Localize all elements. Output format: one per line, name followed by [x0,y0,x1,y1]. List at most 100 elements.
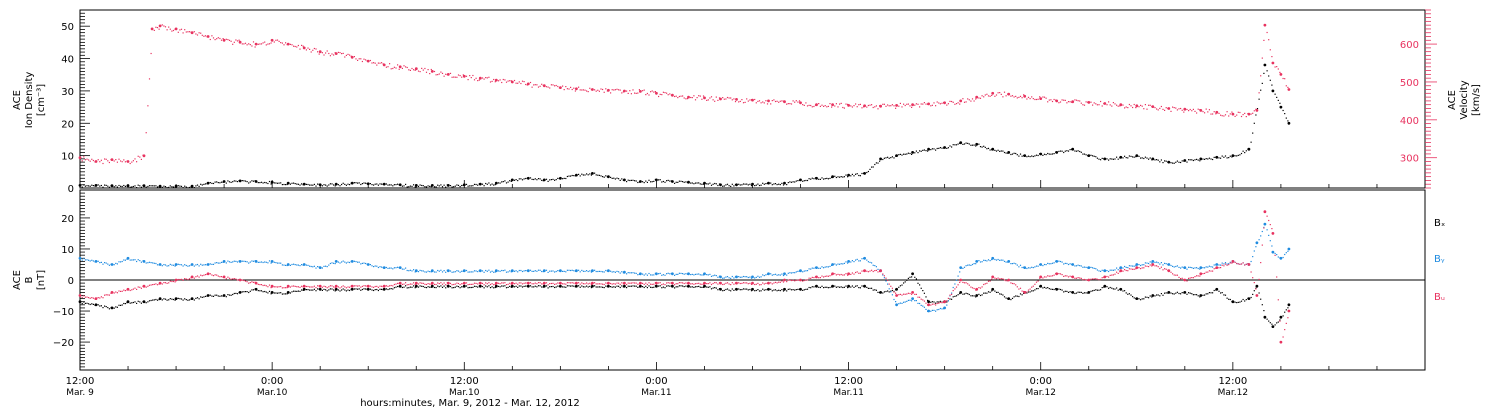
bx-point [94,303,98,307]
density-point [1103,157,1107,161]
velocity-point [1263,23,1267,27]
bz-trace [658,282,660,284]
bz-trace [100,296,102,298]
bz-point [1247,263,1251,266]
bx-trace [419,285,421,287]
density-trace [550,179,552,181]
bz-trace [520,282,522,284]
bz-trace [1085,279,1087,281]
by-trace [397,266,399,268]
density-trace [406,186,408,188]
bx-trace [715,287,717,289]
velocity-point [623,89,626,93]
by-point [735,275,738,279]
bx-trace [1146,296,1148,298]
velocity-trace [717,99,719,101]
top-ylabel-line-1: ACE [12,90,23,110]
density-trace [1242,150,1244,152]
bz-point [1103,275,1107,279]
bz-trace [1199,275,1201,277]
bz-trace [1050,275,1052,277]
by-trace [1205,266,1207,268]
bx-trace [582,286,584,288]
bz-trace [747,283,749,285]
by-trace [166,265,168,267]
bx-trace [1151,296,1153,298]
by-trace [273,261,275,263]
by-trace [361,262,363,264]
density-trace [1037,154,1039,157]
bx-trace [395,286,397,288]
velocity-trace [997,92,999,94]
bx-point [815,284,818,288]
density-trace [393,184,395,186]
by-trace [196,263,199,266]
density-trace [443,184,445,186]
velocity-trace [579,89,581,91]
bz-trace [595,283,597,285]
density-trace [891,156,893,158]
bx-trace [421,285,423,287]
density-trace [1159,161,1161,163]
velocity-trace [557,85,559,88]
bz-trace [1066,275,1068,277]
velocity-trace [995,94,998,96]
bx-trace [839,286,841,288]
velocity-trace [201,34,203,36]
velocity-trace [1260,75,1262,77]
density-trace [810,178,812,180]
bx-trace [630,285,632,287]
bx-trace [1127,293,1129,295]
velocity-point [222,38,226,42]
by-trace [376,265,378,267]
bz-point [655,281,658,285]
bz-trace [1018,288,1020,290]
by-trace [1079,265,1081,267]
bz-point [703,281,706,285]
density-trace [871,166,873,168]
velocity-trace [709,97,711,99]
density-trace [389,184,391,186]
bx-point [222,294,226,297]
density-trace [690,182,692,184]
bz-point [286,284,290,288]
density-point [1271,89,1275,93]
bz-trace [1189,277,1191,279]
density-trace [1156,159,1158,161]
bz-trace [1141,267,1143,269]
legend-by: Bᵧ [1434,254,1445,265]
bz-trace [920,298,922,300]
bz-trace [1191,277,1193,279]
velocity-trace [1266,31,1268,34]
bx-point [1199,294,1203,297]
by-trace [105,262,107,264]
by-trace [613,271,615,273]
density-trace [1253,122,1255,124]
bz-trace [152,284,154,286]
by-trace [195,264,197,266]
by-trace [547,271,549,273]
by-trace [1035,265,1038,267]
density-trace [307,183,309,186]
by-trace [987,259,990,261]
bx-trace [422,285,424,288]
bx-trace [642,286,644,288]
bz-trace [497,282,500,284]
bx-point [863,284,866,288]
bx-point [158,297,162,300]
velocity-trace [121,161,123,163]
bx-trace [497,285,500,287]
bx-trace [485,285,487,287]
density-trace [981,146,983,148]
velocity-trace [1002,96,1004,98]
velocity-point [1271,61,1275,65]
bz-trace [99,297,101,299]
by-trace [329,262,331,265]
by-point [1103,269,1107,273]
bx-trace [406,287,408,289]
velocity-trace [325,52,327,54]
velocity-trace [180,28,183,30]
density-trace [590,174,592,176]
bz-trace [1100,278,1102,281]
velocity-trace [683,97,685,99]
